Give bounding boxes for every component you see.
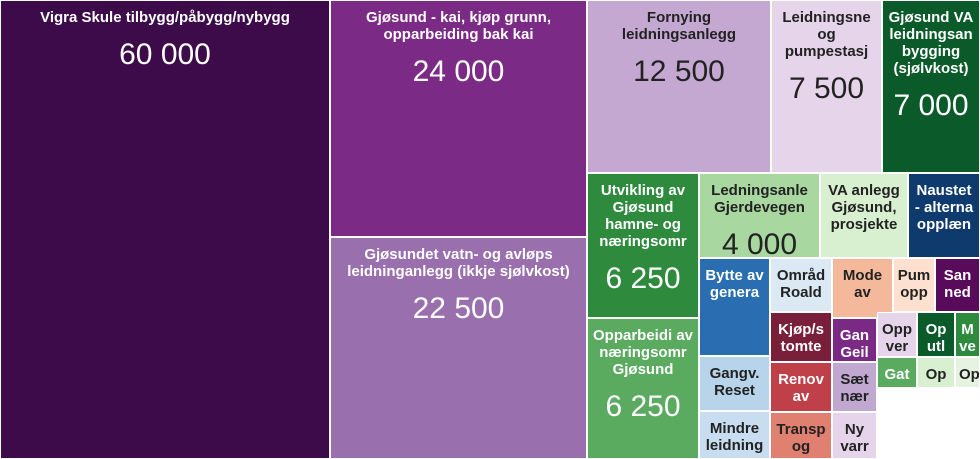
tile-label: San ned bbox=[943, 267, 972, 301]
tile-label: Gjøsund VA leidningsan bygging (sjølvkos… bbox=[888, 9, 974, 77]
tile-value: 6 250 bbox=[605, 262, 681, 295]
tile-label: Kjøp/s tomte bbox=[778, 321, 824, 355]
tile-label: Sæt nær bbox=[840, 371, 869, 405]
tile-label: Vigra Skule tilbygg/påbygg/nybygg bbox=[40, 9, 290, 26]
tile: Transp og bbox=[770, 412, 832, 459]
tile-label: Leidningsne og pumpestasj bbox=[782, 9, 871, 60]
tile: Gjøsund - kai, kjøp grunn, opparbeiding … bbox=[330, 0, 587, 237]
tile-label: Mindre leidning bbox=[705, 420, 764, 454]
tile: VA anlegg Gjøsund, prosjekte bbox=[820, 173, 908, 258]
tile: Vigra Skule tilbygg/påbygg/nybygg 60 000 bbox=[0, 0, 330, 459]
tile: Områd Roald bbox=[770, 258, 832, 312]
tile-label: Pum opp bbox=[897, 267, 931, 301]
tile: Opparbeidi av næringsomr Gjøsund 6 250 bbox=[587, 318, 699, 459]
tile-value: 7 000 bbox=[893, 89, 969, 122]
tile-label: Fornying leidningsanlegg bbox=[621, 9, 737, 43]
tile-value: 12 500 bbox=[633, 55, 725, 88]
tile-label: Naustet - alterna opplæn bbox=[914, 182, 974, 233]
tile-label: Op bbox=[925, 366, 947, 383]
tile-label: Op utl bbox=[925, 321, 947, 355]
tile: Pum opp bbox=[893, 258, 935, 312]
tile: Gjøsund VA leidningsan bygging (sjølvkos… bbox=[882, 0, 980, 173]
tile: Mindre leidning bbox=[699, 411, 770, 459]
tile: Leidningsne og pumpestasj 7 500 bbox=[771, 0, 882, 173]
tile-label: Områd Roald bbox=[776, 267, 826, 301]
tile: Ledningsanle Gjerdevegen 4 000 bbox=[699, 173, 820, 258]
tile-value: 4 000 bbox=[721, 228, 798, 258]
tile-label: Utvikling av Gjøsund hamne- og næringsom… bbox=[599, 182, 687, 250]
tile-value: 6 250 bbox=[605, 390, 681, 423]
tile: Naustet - alterna opplæn bbox=[908, 173, 980, 258]
tile-value: 7 500 bbox=[788, 72, 865, 105]
tile-label: Transp og bbox=[776, 421, 826, 455]
tile-label: Gjøsund - kai, kjøp grunn, opparbeiding … bbox=[365, 9, 551, 43]
tile-value: 24 000 bbox=[412, 55, 505, 88]
tile-value: 22 500 bbox=[412, 292, 505, 325]
tile: San ned bbox=[935, 258, 980, 312]
tile: Gangv. Reset bbox=[699, 356, 770, 411]
tile: Fornying leidningsanlegg 12 500 bbox=[587, 0, 771, 173]
tile: Op bbox=[917, 357, 955, 388]
tile: Opp ver bbox=[877, 312, 917, 357]
tile: M ve bbox=[955, 312, 980, 357]
tile-label: Op bbox=[959, 366, 980, 383]
tile: Gat bbox=[877, 357, 917, 388]
tile: Mode av bbox=[832, 258, 893, 318]
tile: Op bbox=[955, 357, 980, 388]
tile-label: M ve bbox=[959, 321, 976, 355]
tile-label: Gat bbox=[884, 366, 910, 383]
tile-label: Gjøsundet vatn- og avløps leidninganlegg… bbox=[347, 246, 570, 280]
tile: Ny varr bbox=[832, 412, 877, 459]
tile-label: VA anlegg Gjøsund, prosjekte bbox=[828, 182, 900, 233]
tile-label: Opp ver bbox=[882, 321, 912, 355]
tile: Kjøp/s tomte bbox=[770, 312, 832, 362]
tile: Bytte av genera bbox=[699, 258, 770, 356]
tile-label: Renov av bbox=[778, 371, 824, 405]
tile-value: 60 000 bbox=[119, 38, 211, 71]
tile: Gjøsundet vatn- og avløps leidninganlegg… bbox=[330, 237, 587, 459]
tile-label: Ledningsanle Gjerdevegen bbox=[711, 182, 808, 216]
tile-label: Bytte av genera bbox=[705, 267, 764, 301]
tile-label: Ny varr bbox=[840, 421, 869, 455]
tile: Renov av bbox=[770, 362, 832, 412]
tile-label: Gan Geil bbox=[839, 327, 870, 361]
tile-label: Gangv. Reset bbox=[709, 365, 760, 399]
tile: Op utl bbox=[917, 312, 955, 357]
tile: Sæt nær bbox=[832, 362, 877, 412]
tile-label: Opparbeidi av næringsomr Gjøsund bbox=[592, 327, 694, 378]
tile: Utvikling av Gjøsund hamne- og næringsom… bbox=[587, 173, 699, 318]
tile: Gan Geil bbox=[832, 318, 877, 362]
tile-label: Mode av bbox=[842, 267, 883, 301]
